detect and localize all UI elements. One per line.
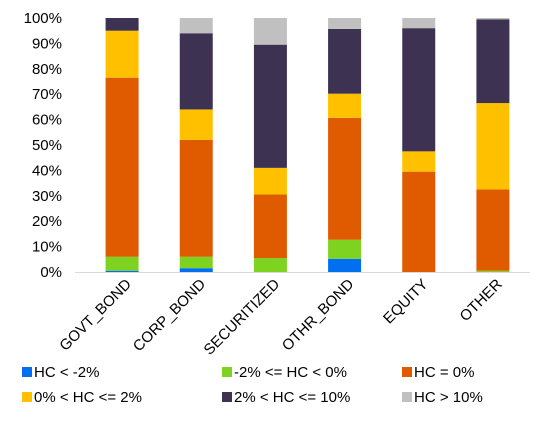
bar-segment: [402, 171, 436, 272]
bar-segment: [476, 189, 510, 271]
legend-item: -2% <= HC < 0%: [222, 364, 347, 381]
legend-swatch: [402, 367, 412, 377]
bar-segment: [179, 256, 213, 269]
bar-segment: [328, 258, 362, 272]
x-tick-label: GOVT_BOND: [56, 276, 135, 355]
bar-segment: [253, 194, 287, 259]
y-tick-label: 90%: [32, 35, 62, 52]
bar-stack: [402, 18, 436, 272]
legend-label: 0% < HC <= 2%: [34, 389, 142, 406]
bar-stack: [105, 18, 139, 272]
legend-swatch: [222, 367, 232, 377]
bar-segment: [179, 268, 213, 272]
bar-segment: [476, 103, 510, 190]
legend-label: 2% < HC <= 10%: [234, 389, 350, 406]
legend-label: -2% <= HC < 0%: [234, 364, 347, 381]
legend-swatch: [22, 392, 32, 402]
y-tick-label: 50%: [32, 137, 62, 154]
legend-item: HC > 10%: [402, 389, 483, 406]
x-tick-label: OTHR_BOND: [279, 276, 358, 355]
bar-segment: [179, 109, 213, 140]
y-tick-label: 30%: [32, 188, 62, 205]
bar-segment: [179, 33, 213, 110]
bar-segment: [402, 151, 436, 172]
bar-segment: [328, 93, 362, 118]
y-tick-label: 80%: [32, 61, 62, 78]
y-tick-label: 100%: [24, 10, 62, 27]
bar-segment: [179, 18, 213, 34]
bar-segment: [253, 44, 287, 168]
bar-stack: [476, 18, 510, 272]
bar-segment: [105, 256, 139, 271]
bar-segment: [253, 167, 287, 195]
x-tick-label: CORP_BOND: [130, 276, 209, 355]
legend-label: HC = 0%: [414, 364, 474, 381]
x-tick-label: OTHER: [457, 276, 506, 325]
y-tick-label: 10%: [32, 239, 62, 256]
x-tick-label: SECURITIZED: [201, 276, 284, 359]
bar-segment: [105, 77, 139, 257]
legend-item: 0% < HC <= 2%: [22, 389, 142, 406]
legend-item: HC < -2%: [22, 364, 99, 381]
bar-segment: [328, 18, 362, 29]
bar-segment: [328, 117, 362, 240]
bar-segment: [105, 30, 139, 78]
bar-segment: [179, 139, 213, 257]
bar-segment: [402, 28, 436, 152]
legend-swatch: [222, 392, 232, 402]
y-tick-label: 20%: [32, 213, 62, 230]
legend-label: HC > 10%: [414, 389, 483, 406]
y-axis-ticks: 0% 10% 20% 30% 40% 50% 60% 70% 80% 90% 100%: [24, 10, 62, 281]
bar-segment: [328, 28, 362, 94]
bar-segment: [476, 19, 510, 104]
legend-item: 2% < HC <= 10%: [222, 389, 350, 406]
bars: [105, 18, 510, 272]
x-tick-label: EQUITY: [380, 276, 432, 328]
bar-stack: [179, 18, 213, 272]
bar-stack: [253, 18, 287, 272]
y-tick-label: 40%: [32, 162, 62, 179]
legend-label: HC < -2%: [34, 364, 99, 381]
legend: HC < -2% -2% <= HC < 0% HC = 0% 0% < HC <= …: [22, 364, 483, 406]
bar-stack: [328, 18, 362, 272]
bar-segment: [105, 18, 139, 31]
y-tick-label: 0%: [40, 264, 62, 281]
bar-segment: [328, 239, 362, 259]
y-tick-label: 70%: [32, 86, 62, 103]
legend-swatch: [402, 392, 412, 402]
legend-item: HC = 0%: [402, 364, 474, 381]
legend-swatch: [22, 367, 32, 377]
bar-segment: [402, 18, 436, 29]
bar-segment: [253, 258, 287, 272]
bar-segment: [253, 18, 287, 45]
bar-segment: [105, 270, 139, 272]
bar-segment: [476, 270, 510, 272]
y-tick-label: 60%: [32, 112, 62, 129]
bar-segment: [476, 18, 510, 20]
